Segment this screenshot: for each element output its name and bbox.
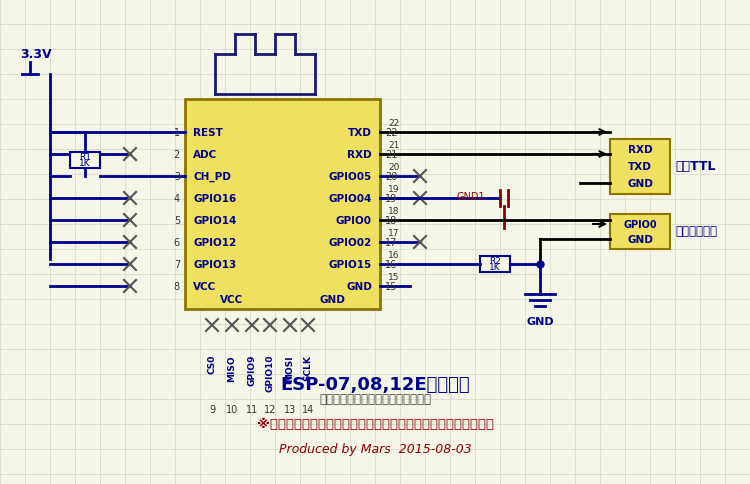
- Text: 9: 9: [209, 404, 215, 414]
- Text: 7: 7: [174, 259, 180, 270]
- Text: ※：注意电源模块的供电一定要充足，最好独立供电，记得共地！: ※：注意电源模块的供电一定要充足，最好独立供电，记得共地！: [256, 418, 494, 431]
- Text: 18: 18: [388, 207, 400, 215]
- Text: 16: 16: [388, 251, 400, 259]
- Text: 15: 15: [385, 281, 398, 291]
- Bar: [480, 257, 510, 272]
- Text: 22: 22: [388, 119, 399, 128]
- Text: 18: 18: [385, 215, 398, 226]
- Text: MOSI: MOSI: [286, 354, 295, 381]
- Text: 22: 22: [385, 128, 398, 138]
- Text: 1K: 1K: [80, 159, 91, 168]
- Text: GND: GND: [346, 281, 372, 291]
- Text: R2: R2: [489, 257, 501, 266]
- Text: 17: 17: [385, 238, 398, 247]
- Text: GPIO02: GPIO02: [328, 238, 372, 247]
- Text: 5: 5: [174, 215, 180, 226]
- Text: 19: 19: [385, 194, 398, 204]
- Text: SCLK: SCLK: [304, 354, 313, 380]
- Text: 3: 3: [174, 172, 180, 182]
- Bar: [185, 100, 380, 309]
- Text: 10: 10: [226, 404, 238, 414]
- Text: 17: 17: [388, 228, 400, 238]
- Text: GPIO12: GPIO12: [193, 238, 236, 247]
- Text: GPIO15: GPIO15: [328, 259, 372, 270]
- Text: GPIO13: GPIO13: [193, 259, 236, 270]
- Bar: [70, 152, 100, 168]
- Text: ESP-07,08,12E最小系统: ESP-07,08,12E最小系统: [280, 375, 470, 393]
- Text: GPIO14: GPIO14: [193, 215, 236, 226]
- Text: 20: 20: [385, 172, 398, 182]
- Text: 3.3V: 3.3V: [20, 48, 52, 61]
- Text: GND: GND: [627, 235, 653, 244]
- Text: GND: GND: [627, 179, 653, 189]
- Text: TXD: TXD: [628, 162, 652, 172]
- Text: R1: R1: [79, 153, 91, 162]
- Text: RXD: RXD: [347, 150, 372, 160]
- Text: REST: REST: [193, 128, 223, 138]
- Text: 21: 21: [385, 150, 398, 160]
- Text: 1: 1: [174, 128, 180, 138]
- Text: VCC: VCC: [220, 294, 243, 304]
- Bar: [610, 140, 670, 195]
- Text: GND: GND: [320, 294, 345, 304]
- Text: 11: 11: [246, 404, 258, 414]
- Text: MISO: MISO: [227, 354, 236, 381]
- Text: 1K: 1K: [489, 263, 501, 272]
- Text: CS0: CS0: [208, 354, 217, 374]
- Text: （其他模块可参照此接法对应脚位）: （其他模块可参照此接法对应脚位）: [319, 393, 431, 406]
- Text: GPIO16: GPIO16: [193, 194, 236, 204]
- Text: 15: 15: [388, 272, 400, 281]
- Text: 8: 8: [174, 281, 180, 291]
- Text: GPIO9: GPIO9: [248, 354, 256, 386]
- Text: CH_PD: CH_PD: [193, 171, 231, 182]
- Text: GPIO0: GPIO0: [336, 215, 372, 226]
- Text: 13: 13: [284, 404, 296, 414]
- Text: 16: 16: [385, 259, 398, 270]
- Text: TXD: TXD: [348, 128, 372, 138]
- Text: 4: 4: [174, 194, 180, 204]
- Text: 14: 14: [302, 404, 314, 414]
- Text: Produced by Mars  2015-08-03: Produced by Mars 2015-08-03: [279, 442, 471, 455]
- Text: 烧写模式选择: 烧写模式选择: [675, 225, 717, 238]
- Text: GPIO05: GPIO05: [328, 172, 372, 182]
- Text: 串口TTL: 串口TTL: [675, 160, 716, 173]
- Text: GPIO10: GPIO10: [266, 354, 274, 392]
- Text: VCC: VCC: [193, 281, 216, 291]
- Text: 6: 6: [174, 238, 180, 247]
- Text: 2: 2: [174, 150, 180, 160]
- Bar: [610, 214, 670, 249]
- Text: 20: 20: [388, 163, 399, 172]
- Text: GPIO04: GPIO04: [328, 194, 372, 204]
- Text: GND1: GND1: [456, 192, 485, 201]
- Text: RXD: RXD: [628, 145, 652, 155]
- Text: GND: GND: [526, 317, 554, 326]
- Text: 12: 12: [264, 404, 276, 414]
- Text: 19: 19: [388, 184, 400, 194]
- Text: 21: 21: [388, 141, 399, 150]
- Text: ADC: ADC: [193, 150, 217, 160]
- Text: GPIO0: GPIO0: [623, 220, 657, 229]
